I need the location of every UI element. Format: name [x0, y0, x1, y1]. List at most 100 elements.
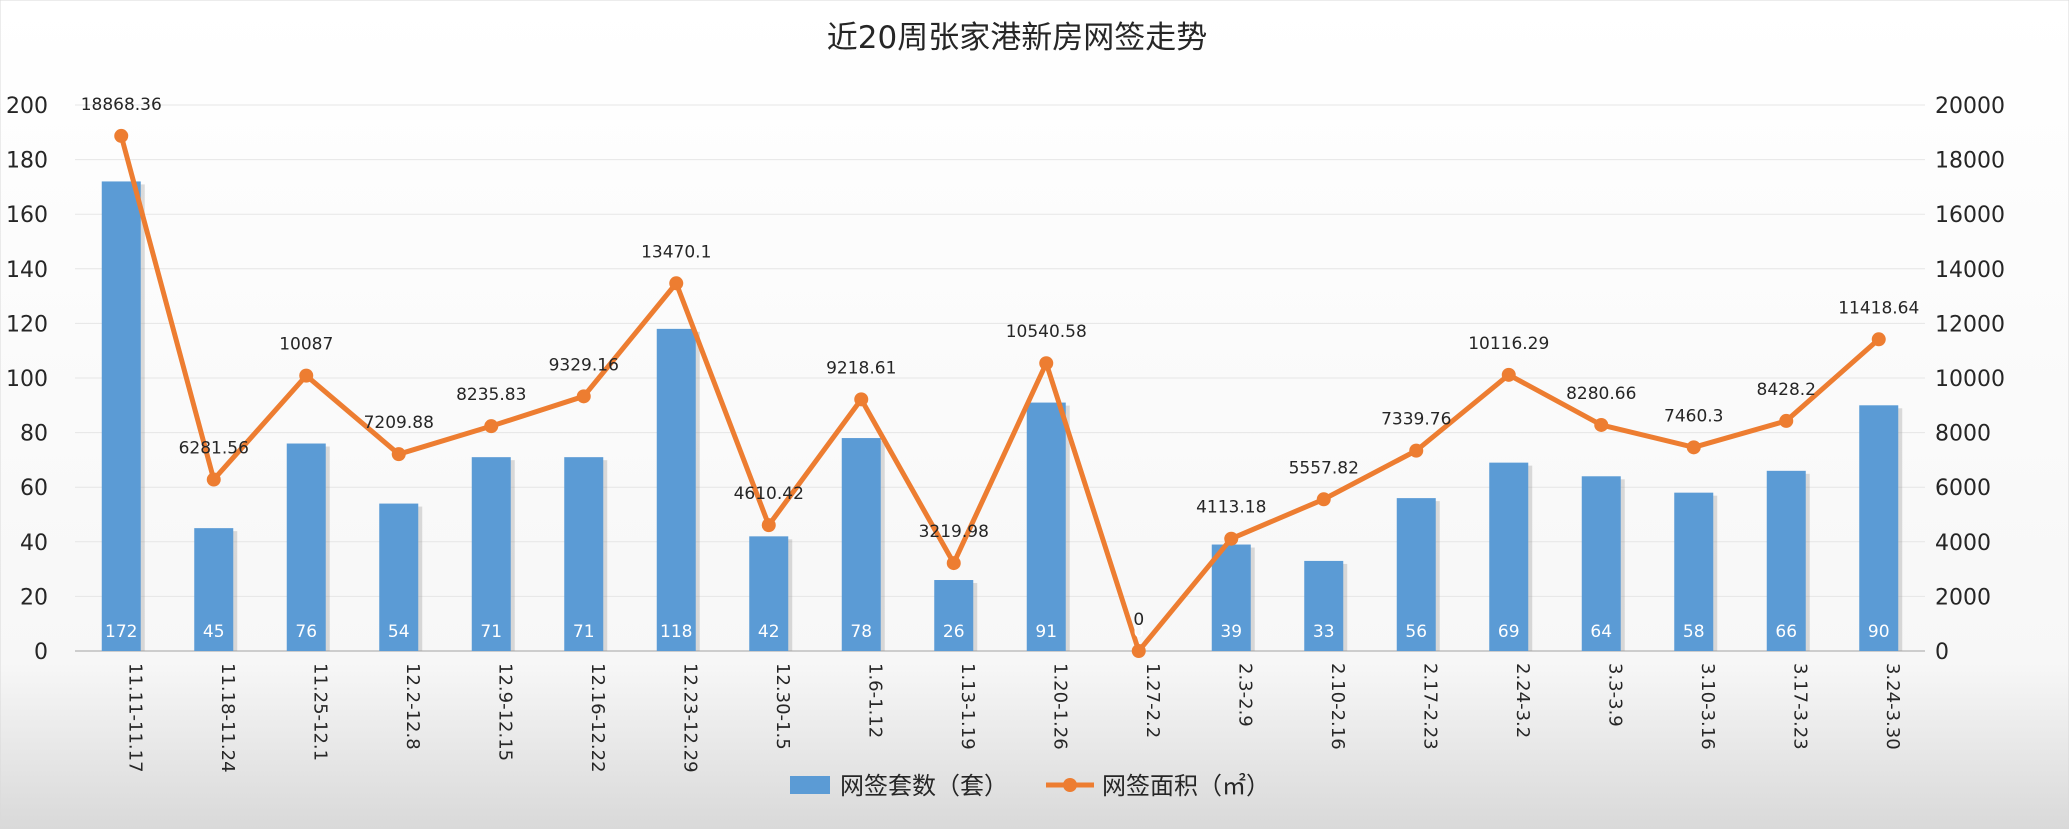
line-value-label: 4610.42: [734, 484, 804, 504]
bar-value-label: 64: [1590, 622, 1612, 642]
bar-value-label: 76: [295, 622, 317, 642]
x-tick-label: 1.6-1.12: [864, 663, 885, 738]
x-tick-label: 2.24-3.2: [1512, 663, 1533, 738]
bar: [1859, 405, 1899, 651]
bar: [101, 181, 141, 651]
line-point: [206, 472, 221, 487]
line-value-label: 10087: [279, 335, 333, 355]
y-left-tick-label: 180: [6, 149, 48, 174]
y-right-tick-label: 18000: [1935, 149, 2005, 174]
x-tick-label: 1.20-1.26: [1049, 663, 1070, 750]
y-left-tick-label: 0: [34, 640, 48, 665]
bar: [564, 457, 604, 651]
bar: [194, 528, 234, 651]
line-point: [669, 276, 684, 291]
line-point: [576, 389, 591, 404]
bar-value-label: 78: [850, 622, 872, 642]
y-right-tick-label: 16000: [1935, 203, 2005, 228]
line-point: [761, 518, 776, 533]
bar: [379, 503, 419, 651]
bar: [934, 580, 974, 651]
line-point: [484, 419, 499, 434]
bar-value-label: 91: [1035, 622, 1057, 642]
y-left-tick-label: 120: [6, 312, 48, 337]
legend-line-label: 网签面积（㎡）: [1102, 772, 1270, 800]
bar-value-label: 118: [660, 622, 692, 642]
line-value-label: 13470.1: [641, 242, 711, 262]
bar-value-label: 69: [1498, 622, 1520, 642]
x-tick-label: 1.13-1.19: [957, 663, 978, 750]
bar-value-label: 54: [388, 622, 410, 642]
line-value-label: 9329.16: [549, 355, 619, 375]
line-point: [299, 368, 314, 383]
legend-bar-label: 网签套数（套）: [840, 772, 1008, 800]
line-value-label: 0: [1133, 610, 1144, 630]
line-value-label: 8428.2: [1757, 380, 1816, 400]
y-left-tick-label: 140: [6, 258, 48, 283]
bar-value-label: 0: [1133, 622, 1144, 642]
line-series: [114, 128, 1886, 658]
bar: [1026, 402, 1066, 651]
bar-value-label: 90: [1868, 622, 1890, 642]
y-right-tick-label: 8000: [1935, 422, 1991, 447]
y-right-tick-label: 10000: [1935, 367, 2005, 392]
line-point: [946, 556, 961, 571]
line-value-label: 18868.36: [81, 95, 162, 115]
x-tick-label: 12.30-1.5: [772, 663, 793, 750]
line-value-label: 7460.3: [1664, 406, 1723, 426]
line-point: [1501, 367, 1516, 382]
legend: 网签套数（套） 网签面积（㎡）: [790, 772, 1270, 800]
y-left-tick-label: 80: [20, 422, 48, 447]
x-tick-label: 3.10-3.16: [1697, 663, 1718, 750]
line-value-label: 8235.83: [456, 385, 526, 405]
bar-value-label: 71: [480, 622, 502, 642]
bar: [1674, 492, 1714, 651]
x-tick-label: 12.2-12.8: [402, 663, 423, 750]
x-tick-label: 3.24-3.30: [1882, 663, 1903, 750]
x-tick-label: 2.3-2.9: [1234, 663, 1255, 727]
y-right-tick-label: 20000: [1935, 94, 2005, 119]
x-tick-label: 1.27-2.2: [1142, 663, 1163, 738]
y-left-tick-label: 40: [20, 531, 48, 556]
x-tick-label: 3.17-3.23: [1789, 663, 1810, 750]
x-tick-label: 12.9-12.15: [494, 663, 515, 761]
y-right-tick-label: 6000: [1935, 476, 1991, 501]
bar-value-label: 26: [943, 622, 965, 642]
bar: [1581, 476, 1621, 651]
line-value-label: 9218.61: [826, 358, 896, 378]
bar: [1396, 498, 1436, 651]
bar-value-label: 66: [1775, 622, 1797, 642]
y-right-tick-label: 0: [1935, 640, 1949, 665]
x-tick-label: 12.16-12.22: [587, 663, 608, 773]
line-point: [1871, 332, 1886, 347]
bar: [1304, 560, 1344, 651]
data-labels: 172 45 76 54 71 71 118 42 78 26 91 0 39 33 56 69 64 58 66 9…: [81, 95, 1920, 642]
line-point: [1039, 356, 1054, 371]
line-point: [1686, 440, 1701, 455]
bar: [1211, 544, 1251, 651]
line-value-label: 7209.88: [364, 413, 434, 433]
bar: [656, 328, 696, 651]
bar-series: [101, 181, 1903, 651]
line-series-path: [118, 135, 1881, 654]
bar-value-label: 58: [1683, 622, 1705, 642]
line-point: [1594, 417, 1609, 432]
bar: [841, 438, 881, 651]
line-value-label: 3219.98: [919, 522, 989, 542]
bar: [749, 536, 789, 651]
bar: [286, 443, 326, 651]
x-tick-label: 3.3-3.9: [1604, 663, 1625, 727]
line-point: [854, 392, 869, 407]
line-value-label: 6281.56: [179, 439, 249, 459]
line-point: [1409, 443, 1424, 458]
y-left-tick-label: 20: [20, 585, 48, 610]
bar-value-label: 45: [203, 622, 225, 642]
bar-value-label: 172: [105, 622, 137, 642]
line-point: [1224, 531, 1239, 546]
line-point: [1316, 492, 1331, 507]
bar: [471, 457, 511, 651]
y-left-tick-label: 100: [6, 367, 48, 392]
bar: [1489, 462, 1529, 651]
